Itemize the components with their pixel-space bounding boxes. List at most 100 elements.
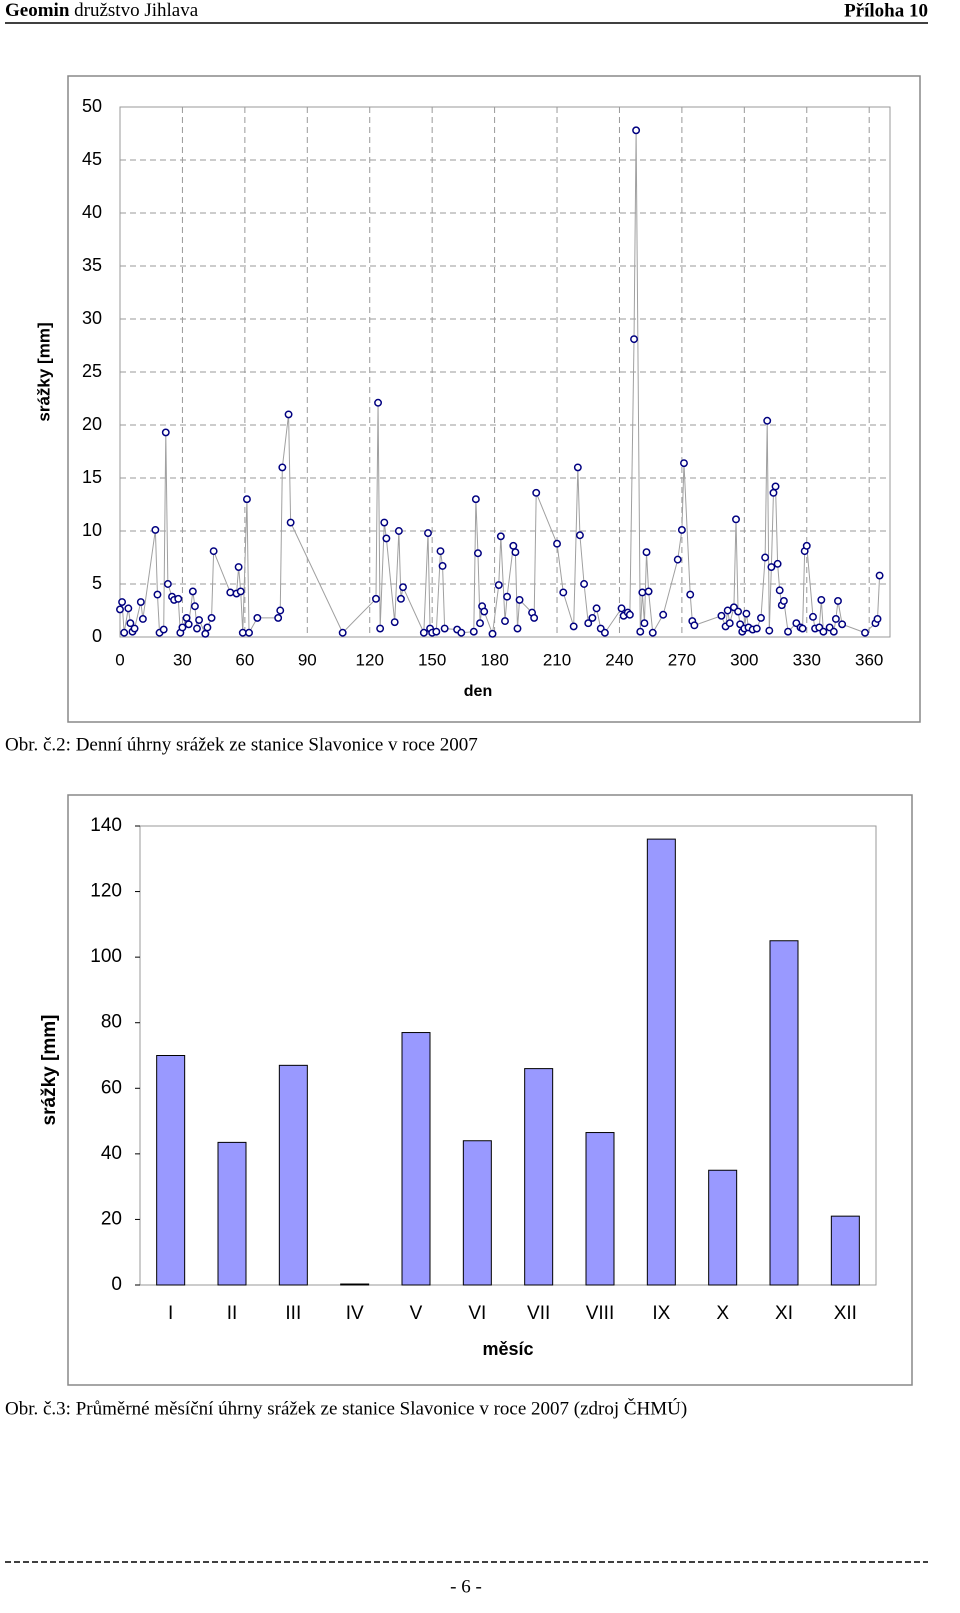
x-tick-label: 240 xyxy=(605,650,633,669)
y-tick-label: 100 xyxy=(90,946,122,967)
point xyxy=(245,628,253,637)
point xyxy=(153,590,162,599)
point xyxy=(236,587,245,596)
point xyxy=(761,553,770,562)
x-tick-label: IX xyxy=(652,1303,670,1324)
x-tick-label: V xyxy=(410,1303,423,1324)
x-tick-label: 0 xyxy=(115,650,124,669)
point xyxy=(573,463,582,472)
point xyxy=(390,618,399,627)
chart-frame xyxy=(67,75,921,723)
x-tick-label: 270 xyxy=(668,650,696,669)
y-tick-label: 80 xyxy=(101,1012,122,1033)
point xyxy=(457,628,466,637)
point xyxy=(338,628,347,637)
y-tick-label: 60 xyxy=(101,1077,122,1098)
y-axis-label: srážky [mm] xyxy=(34,322,53,421)
x-tick-label: 330 xyxy=(793,650,821,669)
point xyxy=(686,590,695,599)
y-tick-label: 30 xyxy=(82,308,102,328)
page-number: - 6 - xyxy=(450,1576,482,1597)
point xyxy=(496,532,505,541)
point xyxy=(159,625,168,634)
point xyxy=(436,547,445,556)
point xyxy=(677,525,686,534)
point xyxy=(203,623,212,632)
point xyxy=(394,527,403,535)
point xyxy=(469,627,478,636)
point xyxy=(432,627,441,636)
point xyxy=(873,615,882,623)
bar xyxy=(462,1140,492,1286)
point xyxy=(509,541,518,550)
x-tick-label: IV xyxy=(346,1303,364,1324)
point xyxy=(769,488,778,497)
x-tick-label: X xyxy=(716,1303,729,1324)
point xyxy=(831,615,840,623)
point xyxy=(680,459,688,468)
y-tick-label: 0 xyxy=(111,1274,122,1295)
bar xyxy=(769,940,799,1286)
point xyxy=(798,624,807,633)
point xyxy=(161,428,170,437)
point xyxy=(717,611,726,620)
point xyxy=(767,563,776,571)
point xyxy=(575,531,584,540)
y-tick-label: 5 xyxy=(92,573,102,593)
point xyxy=(723,606,732,615)
point xyxy=(511,548,520,557)
point xyxy=(530,613,539,622)
y-tick-label: 10 xyxy=(82,520,102,540)
point xyxy=(642,548,651,557)
header-right: Příloha 10 xyxy=(844,0,928,21)
bar xyxy=(340,1283,370,1286)
bar xyxy=(217,1141,247,1286)
point xyxy=(802,541,811,550)
x-tick-label: 30 xyxy=(173,650,192,669)
point xyxy=(513,624,522,633)
point xyxy=(120,628,129,637)
point xyxy=(763,416,772,425)
point xyxy=(182,613,191,622)
x-tick-label: 300 xyxy=(730,650,758,669)
point xyxy=(725,619,734,628)
point xyxy=(644,587,653,596)
point xyxy=(419,628,428,637)
point xyxy=(638,588,647,597)
point xyxy=(440,624,449,633)
point xyxy=(126,619,135,628)
x-tick-label: 90 xyxy=(298,650,317,669)
point xyxy=(473,549,482,558)
caption: Obr. č.2: Denní úhrny srážek ze stanice … xyxy=(5,734,478,755)
y-tick-label: 120 xyxy=(90,881,122,902)
bar xyxy=(278,1064,308,1286)
y-tick-label: 140 xyxy=(90,815,122,836)
point xyxy=(286,518,295,527)
point xyxy=(374,398,383,407)
point xyxy=(659,610,668,619)
bar xyxy=(830,1215,860,1286)
bar xyxy=(156,1055,186,1286)
y-tick-label: 25 xyxy=(82,361,102,381)
point xyxy=(178,623,187,632)
x-tick-label: VII xyxy=(527,1303,550,1324)
point xyxy=(494,581,503,590)
point xyxy=(617,604,626,613)
point xyxy=(238,628,247,637)
point xyxy=(636,627,645,636)
point xyxy=(553,539,561,548)
point xyxy=(861,628,869,637)
point xyxy=(569,622,578,631)
point xyxy=(625,610,634,619)
y-tick-label: 40 xyxy=(101,1143,122,1164)
point xyxy=(372,594,380,603)
point xyxy=(515,595,524,604)
org-bold: Geomin xyxy=(5,0,70,21)
x-tick-label: 60 xyxy=(235,650,254,669)
point xyxy=(184,620,193,629)
point xyxy=(138,615,147,623)
point xyxy=(124,604,133,613)
point xyxy=(588,613,597,622)
point xyxy=(382,534,391,543)
point xyxy=(234,563,243,571)
